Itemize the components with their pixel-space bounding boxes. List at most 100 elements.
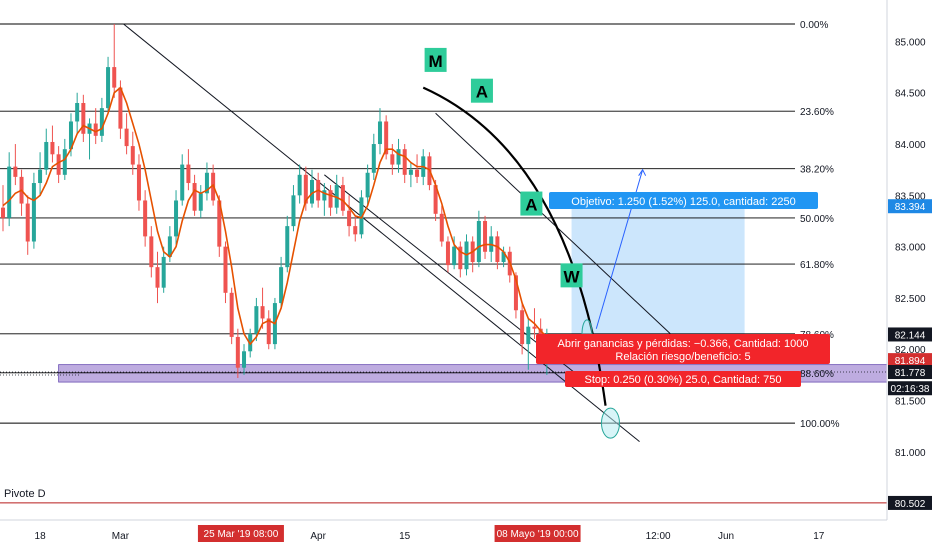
candle-body	[217, 200, 222, 247]
candle-body	[204, 172, 209, 194]
stop-label-bg	[565, 371, 801, 387]
price-tick-label: 83.500	[895, 191, 926, 202]
candle-body	[75, 103, 80, 122]
pnl-box-bg	[536, 334, 830, 364]
candle-body	[186, 164, 191, 184]
candle-body	[44, 141, 49, 170]
candle-body	[149, 236, 154, 268]
price-tag-4: 02:16:38	[888, 381, 932, 396]
candle	[31, 172, 36, 249]
candle-body	[415, 169, 420, 177]
price-tag-text: 82.144	[895, 330, 926, 341]
price-tag-bg	[888, 495, 932, 510]
pnl-box[interactable]: Abrir ganancias y pérdidas: −0.366, Cant…	[536, 334, 830, 364]
price-tag-bg	[888, 353, 932, 368]
fib-label-1: 23.60%	[800, 107, 834, 118]
candle	[38, 152, 43, 196]
candle-body	[81, 103, 86, 134]
candle-body	[532, 326, 537, 329]
candle-body	[118, 87, 123, 129]
candle-body	[167, 236, 172, 257]
price-tag-text: 81.894	[895, 356, 926, 367]
wave-label-bg	[424, 47, 447, 72]
candle	[44, 128, 49, 175]
candle-body	[377, 121, 382, 145]
price-tag-bg	[888, 327, 932, 342]
time-axis[interactable]	[0, 520, 887, 550]
candle	[402, 144, 407, 184]
price-tick-label: 83.000	[895, 243, 926, 254]
fib-label-3: 50.00%	[800, 214, 834, 225]
candle-body	[106, 67, 111, 109]
candle-body	[285, 226, 290, 268]
candle	[340, 176, 345, 216]
candle-body	[396, 149, 401, 165]
candle-body	[476, 220, 481, 263]
candle	[99, 97, 104, 142]
time-tick-label: Jun	[718, 531, 734, 542]
price-axis[interactable]	[887, 0, 932, 550]
candle-body	[7, 166, 12, 218]
fib-label-4: 61.80%	[800, 260, 834, 271]
candle-body	[112, 67, 117, 88]
candle	[106, 56, 111, 114]
candle	[371, 133, 376, 180]
date-badge-0: 25 Mar '19 08:00	[197, 525, 284, 542]
candle	[112, 24, 117, 98]
price-tag-bg	[888, 199, 932, 214]
candle-body	[513, 275, 518, 311]
candle	[365, 164, 370, 206]
candle	[223, 241, 228, 304]
candle-body	[303, 174, 308, 204]
candle-body	[161, 256, 166, 288]
candle	[347, 195, 352, 237]
time-tick-label: Apr	[310, 531, 326, 542]
candle	[377, 108, 382, 155]
price-tag-5: 80.502	[888, 495, 932, 510]
trendline-upper	[435, 112, 690, 352]
candle-body	[371, 144, 376, 173]
candle	[445, 236, 450, 273]
candle-body	[458, 246, 463, 270]
price-tick-label: 84.000	[895, 140, 926, 151]
candle-body	[340, 185, 345, 211]
date-badge-bg	[494, 525, 581, 542]
wave-label-3: W	[560, 263, 583, 288]
candle	[501, 246, 506, 268]
candle	[266, 310, 271, 350]
candle	[303, 166, 308, 211]
wave-label-bg	[470, 78, 493, 103]
candle	[235, 328, 240, 378]
date-badge-text: 25 Mar '19 08:00	[204, 529, 279, 540]
candle-body	[279, 267, 284, 304]
candle-body	[359, 197, 364, 235]
candle-body	[99, 108, 104, 136]
fib-label-6: 88.60%	[800, 369, 834, 380]
candle	[186, 149, 191, 191]
candle-body	[235, 336, 240, 368]
target-label-text: Objetivo: 1.250 (1.52%) 125.0, cantidad:…	[571, 196, 795, 208]
candle-body	[192, 183, 197, 211]
candle	[81, 94, 86, 142]
time-tick-label: Mar	[112, 531, 130, 542]
candle-body	[402, 149, 407, 175]
candle-body	[13, 166, 18, 177]
price-tag-bg	[888, 365, 932, 380]
pnl-text: Abrir ganancias y pérdidas: −0.366, Cant…	[557, 338, 808, 350]
candle	[310, 169, 314, 208]
candle	[180, 154, 185, 206]
candle-body	[56, 154, 61, 175]
candle	[93, 108, 98, 145]
price-tag-text: 81.778	[895, 368, 926, 379]
candle	[254, 297, 259, 342]
candle	[56, 146, 61, 184]
candle	[75, 92, 80, 134]
target-label[interactable]: Objetivo: 1.250 (1.52%) 125.0, cantidad:…	[549, 192, 818, 209]
candle-body	[266, 318, 271, 345]
candle	[495, 231, 500, 270]
candle	[260, 287, 265, 329]
candle-body	[433, 185, 438, 214]
stop-label[interactable]: Stop: 0.250 (0.30%) 25.0, Cantidad: 750	[565, 371, 801, 387]
